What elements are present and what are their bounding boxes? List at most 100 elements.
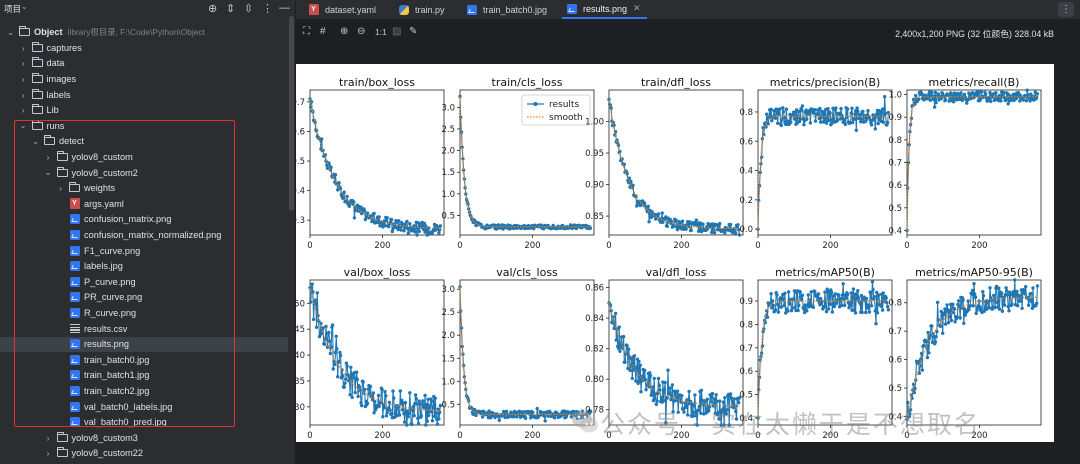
data-point (931, 97, 935, 101)
tree-item[interactable]: › yolov8_custom (0, 149, 288, 165)
data-point (630, 376, 634, 381)
data-point (588, 409, 593, 413)
tab-results-png[interactable]: results.png ✕ (562, 0, 647, 19)
color-picker-icon[interactable]: ✎ (409, 26, 418, 37)
data-point (580, 409, 585, 413)
chevron-right-icon[interactable]: › (21, 42, 25, 53)
chevron-right-icon[interactable]: › (46, 152, 50, 163)
more-icon[interactable]: ⋮ (1058, 2, 1074, 17)
tree-item[interactable]: train_batch1.jpg (0, 368, 288, 384)
chevron-right-icon[interactable]: › (21, 89, 25, 100)
data-point (1007, 93, 1011, 97)
chevron-right-icon[interactable]: › (21, 58, 25, 69)
chevron-right-icon[interactable]: › (46, 432, 50, 443)
data-point (1026, 303, 1031, 307)
chevron-down-icon[interactable]: ⌄ (21, 2, 28, 11)
minimize-icon[interactable]: — (279, 2, 290, 14)
tree-item[interactable]: ⌄ Object library根目录, F:\Code\Python\Object (0, 25, 288, 41)
grid-icon[interactable]: # (320, 26, 326, 37)
chevron-down-icon[interactable]: ⌄ (31, 135, 40, 146)
data-point (344, 377, 348, 381)
tree-item[interactable]: confusion_matrix.png (0, 212, 288, 228)
background-icon[interactable]: ▨ (392, 26, 402, 37)
tree-item[interactable]: results.png (0, 336, 288, 353)
x-tick-label: 200 (673, 431, 689, 441)
tab-dataset-yaml[interactable]: Y dataset.yaml (304, 0, 376, 19)
viewer-scrollbar[interactable] (1068, 45, 1076, 464)
tree-item[interactable]: › weights (0, 181, 288, 197)
tree-item[interactable]: labels.jpg (0, 259, 288, 275)
zoom-in-icon[interactable]: ⊕ (340, 26, 349, 37)
tree-item[interactable]: val_batch0_pred.jpg (0, 415, 288, 431)
data-point (336, 375, 340, 379)
data-point (407, 411, 411, 415)
chevron-down-icon[interactable]: ⌄ (6, 26, 15, 37)
tree-item[interactable]: ⌄ detect (0, 134, 288, 150)
data-point (684, 405, 688, 409)
tree-item-label: yolov8_custom2 (71, 167, 138, 178)
data-point (734, 231, 738, 235)
tree-scrollbar[interactable] (288, 16, 295, 464)
tree-item[interactable]: ⌄ yolov8_custom2 (0, 165, 288, 181)
y-tick-label: 0.4 (739, 414, 753, 424)
collapse-all-icon[interactable]: ⇳ (244, 3, 254, 15)
tree-item[interactable]: › images (0, 71, 288, 87)
data-point (933, 90, 938, 95)
data-point (879, 304, 883, 308)
tree-item[interactable]: F1_curve.png (0, 243, 288, 259)
tree-item[interactable]: R_curve.png (0, 305, 288, 321)
data-point (400, 408, 405, 412)
chevron-right-icon[interactable]: › (46, 448, 50, 459)
tree-item[interactable]: results.csv (0, 321, 288, 337)
close-icon[interactable]: ✕ (633, 3, 641, 13)
data-point (845, 107, 850, 111)
data-point (866, 109, 870, 113)
data-point (460, 344, 464, 349)
chevron-right-icon[interactable]: › (21, 105, 25, 116)
smooth-line (757, 115, 889, 230)
zoom-out-icon[interactable]: ⊖ (357, 26, 366, 37)
tree-item[interactable]: val_batch0_labels.jpg (0, 399, 288, 415)
tree-item[interactable]: confusion_matrix_normalized.png (0, 227, 288, 243)
tree-item-label: Object (34, 27, 63, 38)
chevron-right-icon[interactable]: › (21, 74, 25, 85)
data-point (943, 322, 948, 326)
tree-item[interactable]: › yolov8_custom22 (0, 446, 288, 462)
tree-item[interactable]: › labels (0, 87, 288, 103)
tree-item[interactable]: train_batch2.jpg (0, 383, 288, 399)
data-point (876, 121, 880, 126)
tree-item[interactable]: › yolov8_custom3 (0, 430, 288, 446)
data-point (421, 399, 425, 403)
data-point (692, 404, 696, 408)
data-point (686, 413, 690, 417)
data-point (341, 196, 345, 200)
expand-collapse-icon[interactable]: ⇕ (226, 3, 236, 15)
data-point (403, 222, 408, 226)
tree-item[interactable]: › data (0, 56, 288, 72)
panel-splitter[interactable] (295, 0, 296, 464)
project-panel-title[interactable]: 项目 (4, 4, 22, 14)
chevron-down-icon[interactable]: ⌄ (19, 120, 27, 131)
actual-size-button[interactable]: 1:1 (375, 27, 387, 37)
locate-icon[interactable]: ⊕ (208, 3, 218, 15)
chevron-right-icon[interactable]: › (59, 183, 62, 194)
fit-icon[interactable]: ⛶ (303, 26, 310, 37)
tree-item[interactable]: train_batch0.jpg (0, 352, 288, 368)
tab-train-batch0[interactable]: train_batch0.jpg (462, 0, 547, 19)
more-icon[interactable]: ⋮ (262, 3, 273, 15)
data-point (616, 346, 621, 351)
tab-train-py[interactable]: train.py (394, 0, 445, 19)
y-tick-label: 0.8 (888, 136, 902, 146)
tree-item[interactable]: PR_curve.png (0, 290, 288, 306)
data-point (612, 326, 616, 331)
tree-item[interactable]: › captures (0, 40, 288, 56)
data-point (856, 109, 860, 113)
tree-item[interactable]: › Lib (0, 103, 288, 119)
data-point (959, 91, 963, 95)
tree-scrollbar-thumb[interactable] (289, 16, 294, 211)
chevron-down-icon[interactable]: ⌄ (44, 167, 52, 178)
tree-item[interactable]: P_curve.png (0, 274, 288, 290)
data-point (639, 390, 643, 394)
y-tick-label: 0.6 (296, 127, 305, 137)
